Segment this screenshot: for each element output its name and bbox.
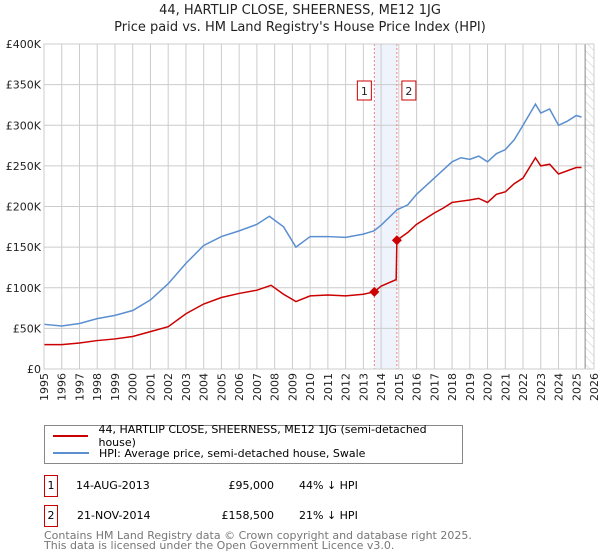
plot-border — [43, 43, 595, 370]
transaction-date: 14-AUG-2013 — [76, 479, 150, 492]
x-tick-label: 2016 — [411, 373, 424, 401]
y-tick-label: £100K — [6, 282, 42, 295]
x-tick-label: 2001 — [144, 373, 157, 401]
x-tick-label: 2008 — [269, 373, 282, 401]
transaction-hpi: 44% ↓ HPI — [299, 479, 358, 492]
plot-area: £0 £50K £100K £150K £200K £250K £300K £350K £400… — [6, 38, 600, 401]
transaction-hpi: 21% ↓ HPI — [299, 509, 358, 522]
x-tick-label: 2018 — [446, 373, 459, 401]
x-tick-label: 2000 — [127, 373, 140, 401]
x-tick-label: 2003 — [180, 373, 193, 401]
transaction-label: 2 — [405, 85, 412, 98]
transaction-price: £158,500 — [221, 509, 275, 522]
x-tick-label: 2021 — [499, 373, 512, 401]
x-tick-label: 2017 — [428, 373, 441, 401]
transaction-label-box — [401, 80, 417, 101]
x-tick-label: 2014 — [375, 373, 388, 401]
series-line — [44, 156, 582, 346]
transaction-date: 21-NOV-2014 — [77, 509, 151, 522]
x-tick-label: 2010 — [304, 373, 317, 401]
x-tick-label: 2020 — [482, 373, 495, 401]
y-tick-label: £200K — [6, 201, 42, 214]
transaction-price: £95,000 — [228, 479, 275, 492]
transaction-marker: 2 — [44, 505, 58, 527]
x-tick-label: 2007 — [251, 373, 264, 401]
footer-line: Contains HM Land Registry data © Crown c… — [44, 529, 472, 542]
x-tick-label: 1999 — [109, 373, 122, 401]
footer-line: This data is licensed under the Open Gov… — [44, 539, 395, 552]
x-tick-label: 2023 — [535, 373, 548, 401]
x-tick-label: 2024 — [553, 373, 566, 401]
x-tick-label: 2015 — [393, 373, 406, 401]
transaction-marker: 1 — [44, 475, 58, 497]
x-tick-label: 2005 — [215, 373, 228, 401]
chart-title: 44, HARTLIP CLOSE, SHEERNESS, ME12 1JG — [159, 3, 441, 18]
transaction-label-box — [356, 80, 372, 101]
x-tick-label: 2025 — [570, 373, 583, 401]
transaction-point — [391, 235, 402, 246]
transaction-row: 1 14-AUG-2013 £95,000 44% ↓ HPI — [44, 475, 464, 497]
legend-blue-line — [53, 452, 89, 454]
x-tick-label: 2022 — [517, 373, 530, 401]
x-tick-label: 2019 — [464, 373, 477, 401]
x-tick-label: 1998 — [91, 373, 104, 401]
legend-label-hpi: HPI: Average price, semi-detached house,… — [99, 446, 366, 460]
transaction-point — [369, 286, 380, 297]
chart-subtitle: Price paid vs. HM Land Registry's House … — [114, 20, 486, 35]
x-tick-label: 2004 — [198, 373, 211, 401]
series-line — [43, 102, 582, 327]
y-tick-label: £350K — [6, 79, 42, 92]
transaction-label: 1 — [361, 85, 368, 98]
x-tick-label: 2013 — [357, 373, 370, 401]
legend-label-property: 44, HARTLIP CLOSE, SHEERNESS, ME12 1JG (… — [98, 423, 427, 449]
x-tick-label: 2009 — [286, 373, 299, 401]
y-tick-label: £150K — [6, 241, 42, 254]
y-tick-label: £250K — [6, 160, 42, 173]
x-tick-label: 1996 — [56, 373, 69, 401]
footer: Contains HM Land Registry data © Crown c… — [44, 529, 472, 552]
y-tick-label: £400K — [6, 38, 42, 51]
legend: 44, HARTLIP CLOSE, SHEERNESS, ME12 1JG (… — [44, 423, 463, 464]
legend-red-line — [53, 435, 89, 437]
x-tick-label: 2002 — [162, 373, 175, 401]
y-tick-label: £50K — [13, 322, 42, 335]
y-tick-label: £300K — [6, 119, 42, 132]
x-tick-label: 2012 — [340, 373, 353, 401]
x-tick-label: 2026 — [588, 373, 600, 401]
x-tick-label: 1995 — [38, 373, 51, 401]
x-tick-label: 2006 — [233, 373, 246, 401]
x-tick-label: 2011 — [322, 373, 335, 401]
transaction-row: 2 21-NOV-2014 £158,500 21% ↓ HPI — [44, 505, 464, 527]
x-tick-label: 1997 — [73, 373, 86, 401]
y-tick-label: £0 — [27, 363, 41, 376]
